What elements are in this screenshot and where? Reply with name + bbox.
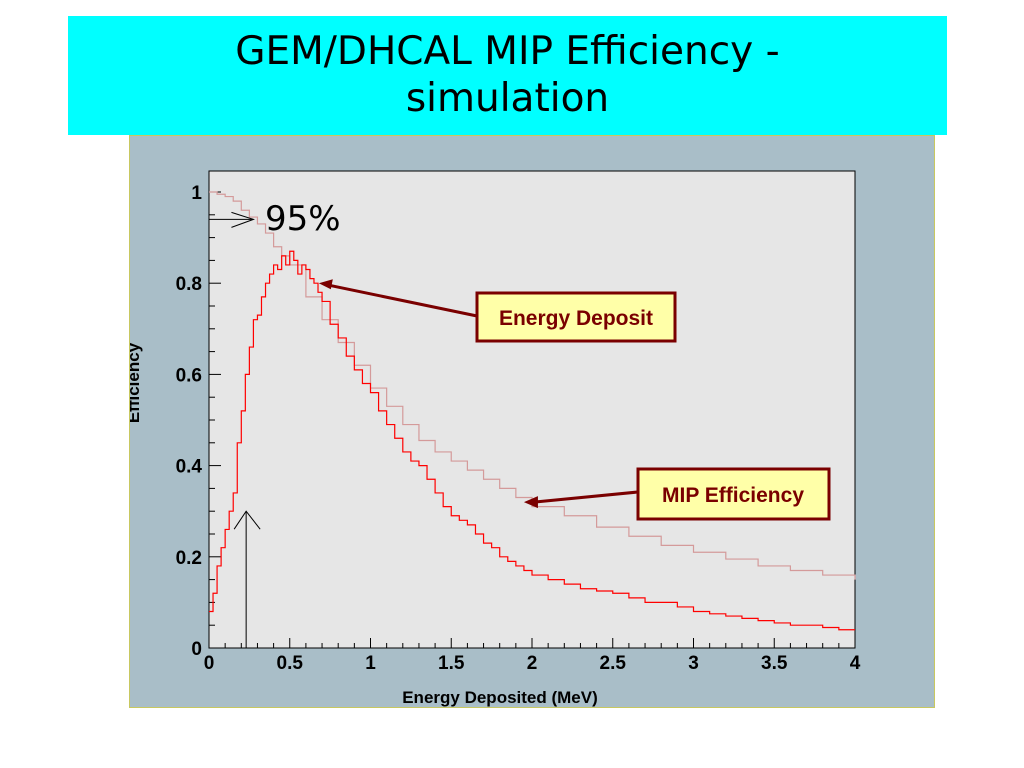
slide-title-line-2: simulation (405, 75, 610, 121)
y-tick-label: 0 (191, 639, 202, 660)
x-tick-label: 4 (850, 653, 861, 674)
y-tick-label: 0.2 (176, 548, 202, 569)
axis-ticks (208, 191, 856, 649)
annotations: Energy Deposited (MeV) Efficiency 95% En… (130, 199, 831, 707)
energy-deposit-arrow-line (328, 283, 478, 318)
x-tick-labels: 0 0.5 1 1.5 2 2.5 3 3.5 4 (204, 653, 861, 674)
mip-efficiency-arrow-line (533, 490, 639, 504)
y-tick-label: 0.6 (176, 365, 202, 386)
mip-efficiency-label: MIP Efficiency (662, 484, 804, 507)
x-tick-label: 0 (204, 653, 215, 674)
x-tick-label: 1 (365, 653, 376, 674)
x-axis-label: Energy Deposited (MeV) (402, 688, 598, 707)
mip-efficiency-box (636, 467, 831, 521)
y-tick-label: 1 (191, 183, 202, 204)
slide-title-line-1: GEM/DHCAL MIP Efficiency - (235, 29, 780, 75)
threshold-marker-head (233, 510, 261, 530)
x-tick-label: 1.5 (438, 653, 465, 674)
x-tick-label: 2.5 (600, 653, 627, 674)
x-tick-label: 2 (527, 653, 538, 674)
slide-title: GEM/DHCAL MIP Efficiency - simulation (68, 16, 947, 135)
energy-deposit-series-line (209, 250, 855, 631)
energy-deposit-box (475, 291, 677, 343)
percent-annotation: 95% (265, 199, 341, 239)
mip-efficiency-arrow-head (523, 496, 538, 509)
mip-efficiency-callout: MIP Efficiency (636, 467, 831, 521)
series-group (209, 191, 856, 631)
energy-deposit-arrow-head (318, 279, 333, 290)
x-tick-label: 3 (688, 653, 699, 674)
percent-arrow-head (231, 211, 255, 228)
plot-area (208, 170, 856, 649)
chart-frame: 0 0.5 1 1.5 2 2.5 3 3.5 4 0 0.2 0.4 0.6 0.8 1 Energy … (129, 135, 935, 708)
efficiency-chart: 0 0.5 1 1.5 2 2.5 3 3.5 4 0 0.2 0.4 0.6 0.8 1 Energy … (130, 170, 861, 707)
x-tick-label: 0.5 (277, 653, 304, 674)
y-tick-label: 0.8 (176, 274, 202, 295)
energy-deposit-callout: Energy Deposit (475, 291, 677, 343)
y-tick-label: 0.4 (176, 457, 203, 478)
energy-deposit-label: Energy Deposit (499, 307, 653, 330)
x-tick-label: 3.5 (761, 653, 788, 674)
y-axis-label: Efficiency (130, 342, 143, 423)
y-tick-labels: 0 0.2 0.4 0.6 0.8 1 (176, 183, 203, 660)
mip-efficiency-series-line (209, 191, 856, 580)
